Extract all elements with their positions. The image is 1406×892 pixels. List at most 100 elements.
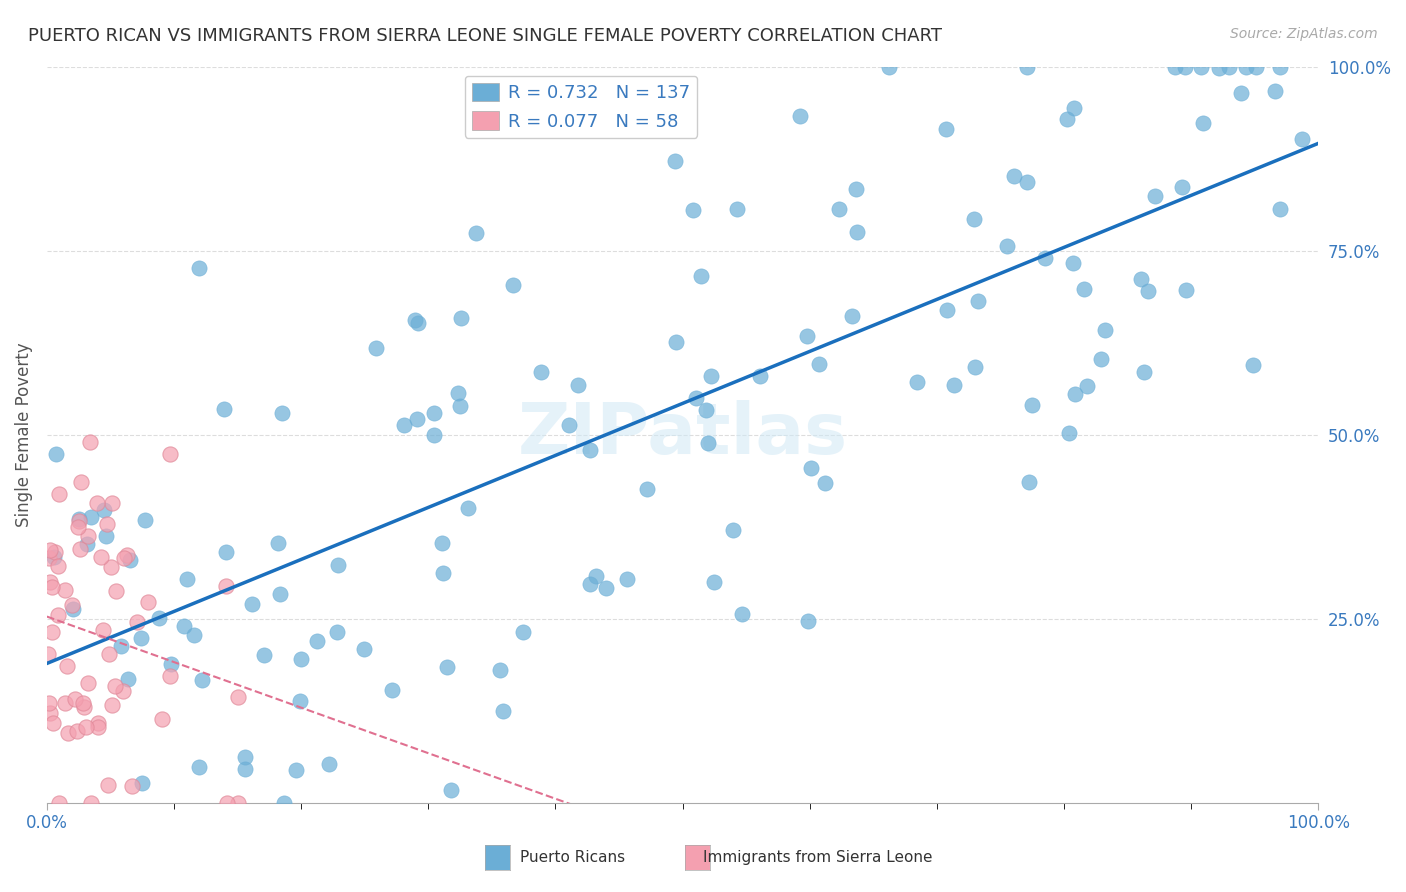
Immigrants from Sierra Leone xyxy=(121,780,143,794)
Puerto Ricans xyxy=(79,509,101,524)
Puerto Ricans xyxy=(731,607,754,622)
Puerto Ricans xyxy=(1033,251,1056,265)
Puerto Ricans xyxy=(176,572,198,586)
Immigrants from Sierra Leone xyxy=(42,715,65,730)
Immigrants from Sierra Leone xyxy=(48,796,70,810)
Puerto Ricans xyxy=(290,652,312,666)
Puerto Ricans xyxy=(325,624,347,639)
Puerto Ricans xyxy=(796,329,818,343)
Puerto Ricans xyxy=(271,407,294,421)
Puerto Ricans xyxy=(215,545,238,559)
Puerto Ricans xyxy=(579,443,602,458)
Puerto Ricans xyxy=(1218,60,1240,74)
Puerto Ricans xyxy=(1268,202,1291,216)
Puerto Ricans xyxy=(725,202,748,216)
Puerto Ricans xyxy=(1133,365,1156,379)
Immigrants from Sierra Leone xyxy=(79,435,101,450)
Puerto Ricans xyxy=(160,657,183,671)
Puerto Ricans xyxy=(877,60,900,74)
Puerto Ricans xyxy=(465,226,488,240)
Puerto Ricans xyxy=(1175,283,1198,297)
Puerto Ricans xyxy=(800,460,823,475)
Puerto Ricans xyxy=(62,602,84,616)
Puerto Ricans xyxy=(212,401,235,416)
Immigrants from Sierra Leone xyxy=(38,706,60,720)
Puerto Ricans xyxy=(1062,256,1084,270)
Puerto Ricans xyxy=(450,310,472,325)
Immigrants from Sierra Leone xyxy=(111,684,134,698)
Puerto Ricans xyxy=(936,303,959,318)
Puerto Ricans xyxy=(997,239,1019,253)
Puerto Ricans xyxy=(935,122,957,136)
Puerto Ricans xyxy=(1230,86,1253,100)
Puerto Ricans xyxy=(273,796,295,810)
Puerto Ricans xyxy=(905,375,928,389)
Puerto Ricans xyxy=(1056,112,1078,126)
Puerto Ricans xyxy=(1192,116,1215,130)
Immigrants from Sierra Leone xyxy=(41,625,63,640)
Puerto Ricans xyxy=(269,587,291,601)
Immigrants from Sierra Leone xyxy=(136,595,159,609)
Immigrants from Sierra Leone xyxy=(76,529,98,543)
Puerto Ricans xyxy=(267,536,290,550)
Puerto Ricans xyxy=(1170,179,1192,194)
Puerto Ricans xyxy=(512,625,534,640)
Puerto Ricans xyxy=(404,313,426,327)
Puerto Ricans xyxy=(423,427,446,442)
Puerto Ricans xyxy=(42,549,65,564)
Puerto Ricans xyxy=(749,368,772,383)
Puerto Ricans xyxy=(1268,60,1291,74)
Immigrants from Sierra Leone xyxy=(38,543,60,558)
Immigrants from Sierra Leone xyxy=(101,495,124,509)
Puerto Ricans xyxy=(440,783,463,797)
Puerto Ricans xyxy=(408,317,430,331)
Puerto Ricans xyxy=(846,225,869,239)
Puerto Ricans xyxy=(183,628,205,642)
Immigrants from Sierra Leone xyxy=(46,607,69,622)
Puerto Ricans xyxy=(422,406,444,420)
Puerto Ricans xyxy=(436,660,458,674)
Puerto Ricans xyxy=(579,576,602,591)
Text: Immigrants from Sierra Leone: Immigrants from Sierra Leone xyxy=(703,850,932,865)
Puerto Ricans xyxy=(1244,60,1267,74)
Puerto Ricans xyxy=(117,672,139,686)
Immigrants from Sierra Leone xyxy=(159,669,181,683)
Puerto Ricans xyxy=(1018,475,1040,490)
Puerto Ricans xyxy=(134,512,156,526)
Immigrants from Sierra Leone xyxy=(38,574,60,589)
Immigrants from Sierra Leone xyxy=(80,796,103,810)
Puerto Ricans xyxy=(406,412,429,426)
Immigrants from Sierra Leone xyxy=(159,447,181,461)
Puerto Ricans xyxy=(557,418,579,433)
Puerto Ricans xyxy=(1241,358,1264,372)
Puerto Ricans xyxy=(288,694,311,708)
Text: ZIPatlas: ZIPatlas xyxy=(517,401,848,469)
Puerto Ricans xyxy=(253,648,276,663)
Immigrants from Sierra Leone xyxy=(37,647,59,661)
Puerto Ricans xyxy=(789,109,811,123)
Puerto Ricans xyxy=(187,760,209,774)
Puerto Ricans xyxy=(808,357,831,371)
Puerto Ricans xyxy=(685,391,707,405)
Puerto Ricans xyxy=(1264,84,1286,98)
Puerto Ricans xyxy=(1063,101,1085,115)
Puerto Ricans xyxy=(1208,61,1230,75)
Immigrants from Sierra Leone xyxy=(63,692,86,706)
Immigrants from Sierra Leone xyxy=(72,700,94,714)
Immigrants from Sierra Leone xyxy=(96,517,118,532)
Puerto Ricans xyxy=(502,278,524,293)
Puerto Ricans xyxy=(118,552,141,566)
Puerto Ricans xyxy=(700,368,723,383)
Immigrants from Sierra Leone xyxy=(60,599,83,613)
Puerto Ricans xyxy=(489,663,512,677)
Immigrants from Sierra Leone xyxy=(44,545,66,559)
Immigrants from Sierra Leone xyxy=(226,690,249,705)
Puerto Ricans xyxy=(695,403,717,417)
Puerto Ricans xyxy=(1234,60,1257,74)
Puerto Ricans xyxy=(67,512,90,526)
Immigrants from Sierra Leone xyxy=(75,720,97,734)
Immigrants from Sierra Leone xyxy=(66,724,89,739)
Puerto Ricans xyxy=(1137,284,1160,298)
Y-axis label: Single Female Poverty: Single Female Poverty xyxy=(15,343,32,527)
Immigrants from Sierra Leone xyxy=(76,676,98,690)
